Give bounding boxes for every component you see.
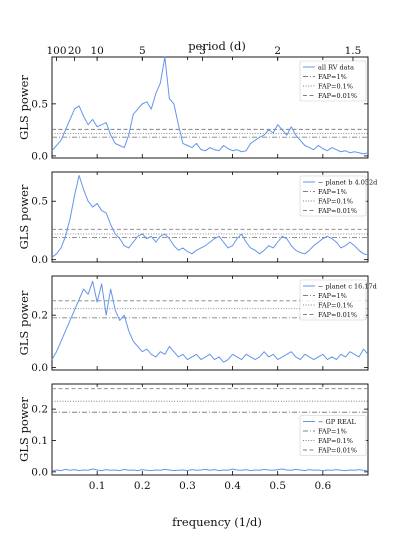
legend: all RV data FAP=1%FAP=0.1% FAP=0.01% xyxy=(299,60,367,102)
periodogram-line xyxy=(51,56,369,155)
legend-label: all RV data xyxy=(318,63,354,71)
legend-label: − planet b 4.052d xyxy=(318,178,377,186)
top-tick-label: 1.5 xyxy=(345,45,362,57)
y-tick-label: 0.1 xyxy=(31,435,48,447)
top-tick-label: 2 xyxy=(274,45,281,57)
x-axis-title: frequency (1/d) xyxy=(172,515,262,529)
legend-label: FAP=0.1% xyxy=(318,437,353,445)
periodogram-line xyxy=(51,280,369,363)
legend-label: FAP=0.01% xyxy=(318,446,357,454)
legend: − planet c 16.17d FAP=1%FAP=0.1% FAP=0.01% xyxy=(299,279,377,321)
y-tick-label: 0.2 xyxy=(31,310,48,322)
y-tick-label: 0.0 xyxy=(31,466,48,478)
top-tick-label: 3 xyxy=(199,45,206,57)
x-tick-label: 0.1 xyxy=(89,480,106,492)
y-axis-label: GLS power xyxy=(17,75,31,140)
y-tick-label: 0.0 xyxy=(31,254,48,266)
legend-label: FAP=1% xyxy=(318,188,347,196)
legend-label: − planet c 16.17d xyxy=(318,282,377,290)
y-tick-label: 0.2 xyxy=(31,404,48,416)
top-tick-label: 10 xyxy=(90,45,103,57)
top-tick-label: 100 xyxy=(46,45,66,57)
x-tick-label: 0.6 xyxy=(315,480,332,492)
legend-label: FAP=0.01% xyxy=(318,311,357,319)
x-tick-label: 0.4 xyxy=(224,480,241,492)
legend-box xyxy=(299,60,367,102)
legend-box xyxy=(299,279,367,321)
y-axis-label: GLS power xyxy=(17,397,31,462)
legend-label: FAP=0.1% xyxy=(318,197,353,205)
legend-label: FAP=1% xyxy=(318,427,347,435)
plot-frame xyxy=(51,56,369,159)
top-axis-title: period (d) xyxy=(188,39,246,53)
legend-box xyxy=(299,415,367,456)
plot-frame xyxy=(51,171,369,263)
x-tick-label: 0.3 xyxy=(179,480,196,492)
y-tick-label: 0.0 xyxy=(31,362,48,374)
legend-label: FAP=0.01% xyxy=(318,92,357,100)
top-tick-label: 5 xyxy=(139,45,146,57)
legend-label: FAP=0.1% xyxy=(318,301,353,309)
legend-box xyxy=(299,175,367,217)
y-axis-label: GLS power xyxy=(17,290,31,355)
legend-label: FAP=1% xyxy=(318,73,347,81)
legend-label: FAP=1% xyxy=(318,292,347,300)
plot-frame xyxy=(51,383,369,476)
y-axis-label: GLS power xyxy=(17,184,31,249)
legend-label: FAP=0.1% xyxy=(318,82,353,90)
y-tick-label: 0.0 xyxy=(31,150,48,162)
plot-frame xyxy=(51,275,369,371)
y-tick-label: 0.5 xyxy=(31,98,48,110)
legend-label: − GP REAL xyxy=(318,418,356,426)
periodogram-line xyxy=(51,175,369,258)
top-tick-label: 20 xyxy=(68,45,81,57)
y-tick-label: 0.5 xyxy=(31,196,48,208)
legend: − planet b 4.052d FAP=1%FAP=0.1% FAP=0.01% xyxy=(299,175,377,217)
periodogram-line xyxy=(51,468,369,472)
x-tick-label: 0.5 xyxy=(269,480,286,492)
legend-label: FAP=0.01% xyxy=(318,207,357,215)
x-tick-label: 0.2 xyxy=(134,480,151,492)
